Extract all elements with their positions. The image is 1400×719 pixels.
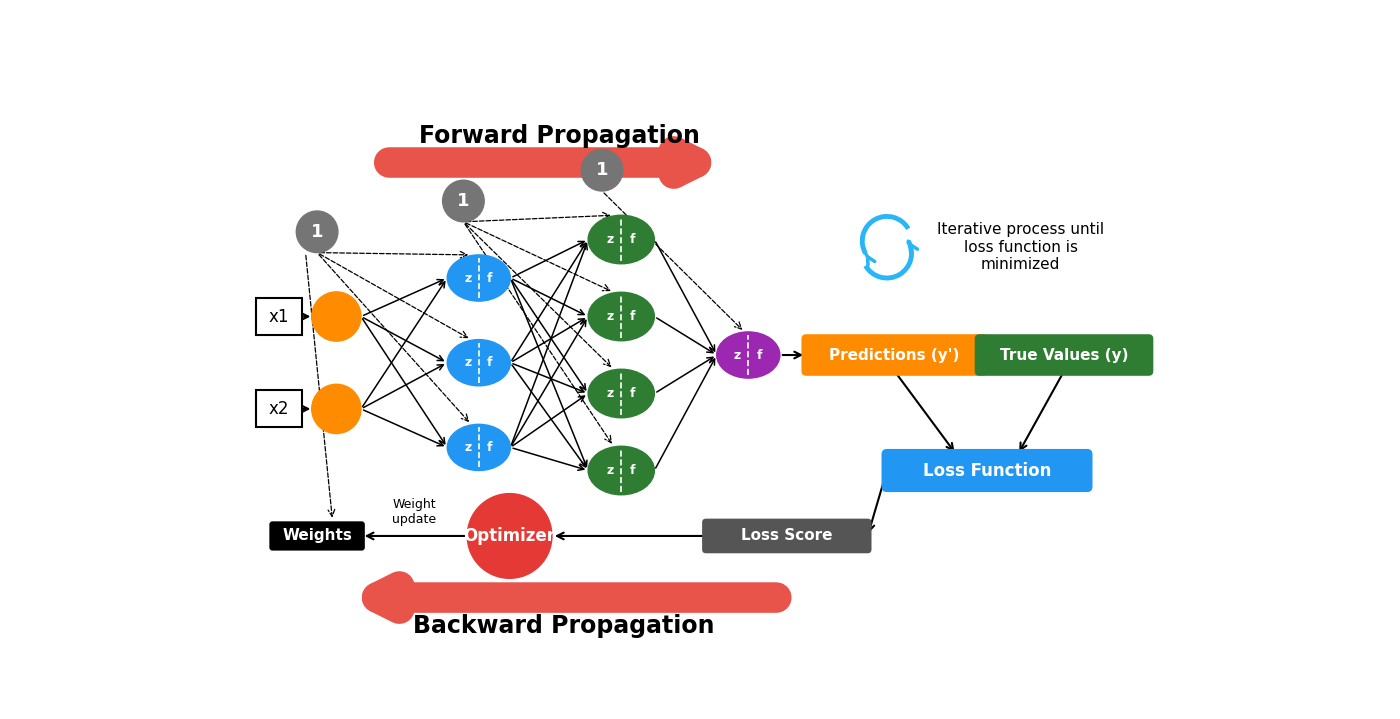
Text: f: f: [487, 272, 493, 285]
FancyBboxPatch shape: [801, 334, 988, 376]
Ellipse shape: [588, 370, 654, 418]
Text: Optimizer: Optimizer: [463, 527, 556, 545]
Text: z: z: [606, 310, 615, 323]
Ellipse shape: [588, 215, 654, 264]
Text: Backward Propagation: Backward Propagation: [413, 614, 714, 638]
FancyBboxPatch shape: [882, 449, 1092, 492]
Circle shape: [312, 292, 361, 341]
Circle shape: [442, 180, 484, 221]
Ellipse shape: [717, 332, 780, 378]
Text: 1: 1: [596, 161, 608, 179]
Text: x2: x2: [269, 400, 288, 418]
Text: 1: 1: [458, 192, 469, 210]
Text: f: f: [629, 233, 634, 246]
Text: z: z: [465, 356, 472, 370]
Text: f: f: [629, 387, 634, 400]
FancyBboxPatch shape: [703, 518, 871, 554]
Text: Weights: Weights: [283, 528, 351, 544]
Circle shape: [581, 150, 623, 191]
Text: f: f: [629, 310, 634, 323]
Text: f: f: [629, 464, 634, 477]
FancyBboxPatch shape: [974, 334, 1154, 376]
Text: z: z: [606, 387, 615, 400]
Text: Weight
update: Weight update: [392, 498, 437, 526]
Text: z: z: [606, 233, 615, 246]
Text: z: z: [465, 441, 472, 454]
Text: True Values (y): True Values (y): [1000, 347, 1128, 362]
Text: 1: 1: [311, 223, 323, 241]
FancyBboxPatch shape: [255, 298, 302, 335]
Text: Iterative process until
loss function is
minimized: Iterative process until loss function is…: [937, 222, 1105, 272]
Ellipse shape: [447, 255, 511, 301]
Circle shape: [312, 384, 361, 434]
Ellipse shape: [447, 424, 511, 470]
Text: f: f: [756, 349, 762, 362]
Text: x1: x1: [269, 308, 288, 326]
FancyBboxPatch shape: [255, 390, 302, 427]
Text: f: f: [487, 441, 493, 454]
Text: f: f: [487, 356, 493, 370]
Ellipse shape: [588, 292, 654, 341]
Text: z: z: [606, 464, 615, 477]
FancyBboxPatch shape: [269, 521, 365, 551]
Circle shape: [468, 494, 552, 578]
Text: Predictions (y'): Predictions (y'): [829, 347, 960, 362]
Text: Loss Score: Loss Score: [741, 528, 833, 544]
Text: z: z: [734, 349, 741, 362]
Ellipse shape: [588, 446, 654, 495]
Text: Forward Propagation: Forward Propagation: [419, 124, 700, 147]
Text: z: z: [465, 272, 472, 285]
Circle shape: [297, 211, 337, 252]
Text: Loss Function: Loss Function: [923, 462, 1051, 480]
Ellipse shape: [447, 339, 511, 386]
